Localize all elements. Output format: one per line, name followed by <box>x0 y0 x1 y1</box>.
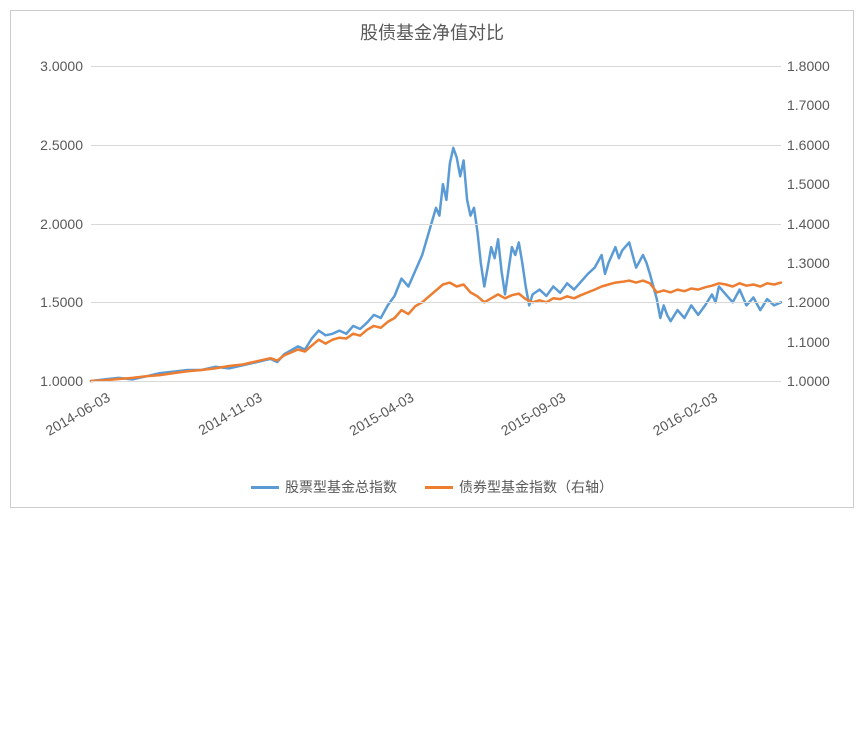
y-axis-right-label: 1.3000 <box>787 255 830 271</box>
y-axis-left-label: 2.0000 <box>11 216 83 232</box>
gridline <box>91 145 781 146</box>
chart-container: 股债基金净值对比 股票型基金总指数债券型基金指数（右轴） 1.00001.500… <box>10 10 854 508</box>
series-line <box>91 281 781 381</box>
gridline <box>91 381 781 382</box>
y-axis-left-label: 1.5000 <box>11 294 83 310</box>
series-line <box>91 148 781 381</box>
y-axis-right-label: 1.7000 <box>787 97 830 113</box>
gridline <box>91 66 781 67</box>
gridline <box>91 224 781 225</box>
y-axis-left-label: 2.5000 <box>11 137 83 153</box>
y-axis-right-label: 1.2000 <box>787 294 830 310</box>
gridline <box>91 302 781 303</box>
x-axis-label: 2016-02-03 <box>105 389 720 753</box>
x-axis-label: 2014-06-03 <box>24 389 113 450</box>
chart-title: 股债基金净值对比 <box>11 19 853 45</box>
y-axis-left-label: 1.0000 <box>11 373 83 389</box>
plot-area <box>91 66 781 381</box>
y-axis-right-label: 1.1000 <box>787 334 830 350</box>
y-axis-right-label: 1.4000 <box>787 216 830 232</box>
y-axis-left-label: 3.0000 <box>11 58 83 74</box>
y-axis-right-label: 1.8000 <box>787 58 830 74</box>
y-axis-right-label: 1.6000 <box>787 137 830 153</box>
legend-swatch <box>425 486 453 489</box>
y-axis-right-label: 1.0000 <box>787 373 830 389</box>
y-axis-right-label: 1.5000 <box>787 176 830 192</box>
